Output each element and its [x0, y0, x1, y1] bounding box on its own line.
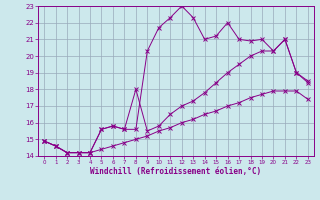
X-axis label: Windchill (Refroidissement éolien,°C): Windchill (Refroidissement éolien,°C) — [91, 167, 261, 176]
